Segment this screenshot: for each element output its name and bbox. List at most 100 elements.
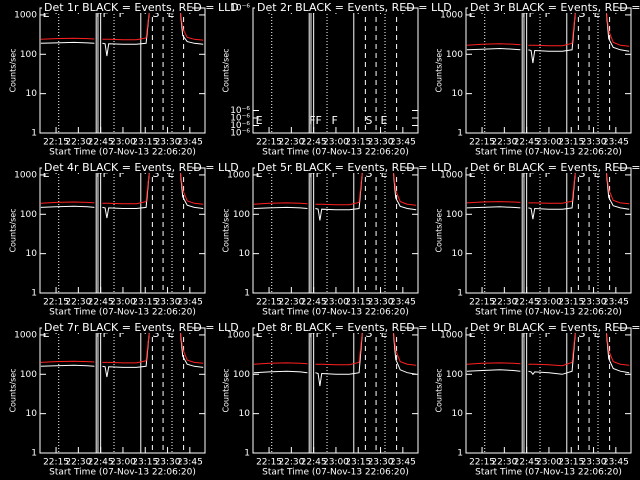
y-tick-label: 1 xyxy=(31,129,37,139)
panel: E FF F S E110100100022:1522:3022:4523:0023:1… xyxy=(435,161,640,318)
y-tick-label: 100 xyxy=(233,210,250,220)
event-label: E xyxy=(469,167,476,180)
x-axis-label: Start Time (07-Nov-13 22:06:20) xyxy=(49,468,196,478)
y-tick-label: 100 xyxy=(20,370,37,380)
event-label: F xyxy=(331,327,337,340)
y-axis-label: Counts/sec xyxy=(435,368,444,412)
panel: E FF F S E110100100022:1522:3022:4523:0023:1… xyxy=(435,321,640,478)
panel: E FF F S E110100100022:1522:3022:4523:0023:1… xyxy=(9,1,239,158)
event-label: E xyxy=(256,167,263,180)
event-label: E xyxy=(168,327,175,340)
event-label: S xyxy=(365,114,372,127)
event-label: E xyxy=(381,114,388,127)
event-label: E xyxy=(381,327,388,340)
x-tick-label: 23:00 xyxy=(110,298,136,308)
panel-title: Det 2r BLACK = Events, RED = LLD xyxy=(257,1,452,14)
event-label: S xyxy=(365,167,372,180)
x-tick-label: 23:00 xyxy=(536,458,562,468)
title-bg xyxy=(255,323,405,333)
event-label: E xyxy=(43,167,50,180)
x-tick-label: 23:15 xyxy=(132,298,158,308)
x-tick-label: 23:15 xyxy=(345,298,371,308)
x-tick-label: 22:30 xyxy=(491,138,517,148)
panel-title: Det 7r BLACK = Events, RED = LLD xyxy=(44,321,239,334)
x-tick-label: 22:30 xyxy=(65,298,91,308)
x-axis-label: Start Time (07-Nov-13 22:06:20) xyxy=(475,148,622,158)
panel: E FF F S E10⁻⁶10⁻⁶10⁻⁶10⁻⁶10⁻⁶22:1522:3022:4… xyxy=(222,1,452,158)
event-label: S xyxy=(152,7,159,20)
x-tick-label: 22:30 xyxy=(65,458,91,468)
x-tick-label: 22:45 xyxy=(514,138,540,148)
x-tick-label: 22:15 xyxy=(256,458,282,468)
x-axis-label: Start Time (07-Nov-13 22:06:20) xyxy=(475,468,622,478)
x-tick-label: 23:30 xyxy=(368,458,394,468)
event-label: F xyxy=(118,327,124,340)
y-tick-label: 100 xyxy=(20,210,37,220)
series-line xyxy=(466,8,630,47)
y-tick-label: 1 xyxy=(31,289,37,299)
y-tick-label: 100 xyxy=(446,50,463,60)
series-line xyxy=(40,8,204,57)
event-label: F xyxy=(118,167,124,180)
event-label: S xyxy=(152,327,159,340)
event-label: E xyxy=(43,7,50,20)
event-label: E xyxy=(256,327,263,340)
y-tick-label: 1 xyxy=(457,129,463,139)
series-line xyxy=(466,168,630,205)
x-axis-label: Start Time (07-Nov-13 22:06:20) xyxy=(262,148,409,158)
event-label: E xyxy=(594,167,601,180)
panel: E FF F S E110100100022:1522:3022:4523:0023:1… xyxy=(9,321,239,478)
y-tick-label: 10 xyxy=(452,249,464,259)
y-tick-label: 100 xyxy=(233,370,250,380)
event-label: S xyxy=(578,7,585,20)
series-line xyxy=(466,168,630,220)
title-bg xyxy=(255,163,405,173)
x-tick-label: 22:30 xyxy=(278,138,304,148)
event-label: S xyxy=(365,327,372,340)
title-bg xyxy=(468,3,618,13)
x-tick-label: 22:15 xyxy=(43,138,69,148)
x-tick-label: 23:15 xyxy=(132,138,158,148)
series-line xyxy=(253,168,417,206)
x-tick-label: 23:45 xyxy=(603,458,629,468)
y-tick-label: 10⁻⁶ xyxy=(230,106,250,116)
x-axis-label: Start Time (07-Nov-13 22:06:20) xyxy=(49,308,196,318)
x-tick-label: 23:15 xyxy=(345,138,371,148)
series-line xyxy=(40,328,204,378)
y-tick-label: 10 xyxy=(26,409,38,419)
title-bg xyxy=(42,163,192,173)
panel-title: Det 3r BLACK = Events, RED = LLD xyxy=(470,1,640,14)
y-axis-label: Counts/sec xyxy=(435,208,444,252)
y-tick-label: 1000 xyxy=(14,170,37,180)
plot-frame xyxy=(252,167,419,294)
x-tick-label: 23:45 xyxy=(177,138,203,148)
series-line xyxy=(40,8,204,41)
event-label: E xyxy=(43,327,50,340)
x-tick-label: 23:30 xyxy=(368,138,394,148)
series-line xyxy=(40,168,204,219)
y-tick-label: 1000 xyxy=(227,330,250,340)
event-label: E xyxy=(168,167,175,180)
y-tick-label: 1000 xyxy=(14,10,37,20)
y-axis-label: Counts/sec xyxy=(222,48,231,92)
event-label: E xyxy=(469,7,476,20)
title-bg xyxy=(255,3,405,13)
panel-title: Det 8r BLACK = Events, RED = LLD xyxy=(257,321,452,334)
panel: E FF F S E110100100022:1522:3022:4523:0023:1… xyxy=(9,161,239,318)
plot-frame xyxy=(39,327,206,454)
plot-frame xyxy=(465,167,632,294)
x-tick-label: 23:00 xyxy=(110,138,136,148)
y-tick-label: 10⁻⁶ xyxy=(230,4,250,14)
plot-frame xyxy=(465,327,632,454)
x-tick-label: 22:15 xyxy=(256,298,282,308)
y-tick-label: 1 xyxy=(31,449,37,459)
x-tick-label: 22:15 xyxy=(256,138,282,148)
y-tick-label: 1000 xyxy=(440,330,463,340)
y-axis-label: Counts/sec xyxy=(9,208,18,252)
x-tick-label: 22:15 xyxy=(43,298,69,308)
x-tick-label: 22:45 xyxy=(514,298,540,308)
x-axis-label: Start Time (07-Nov-13 22:06:20) xyxy=(262,468,409,478)
title-bg xyxy=(468,163,618,173)
x-tick-label: 22:30 xyxy=(491,298,517,308)
